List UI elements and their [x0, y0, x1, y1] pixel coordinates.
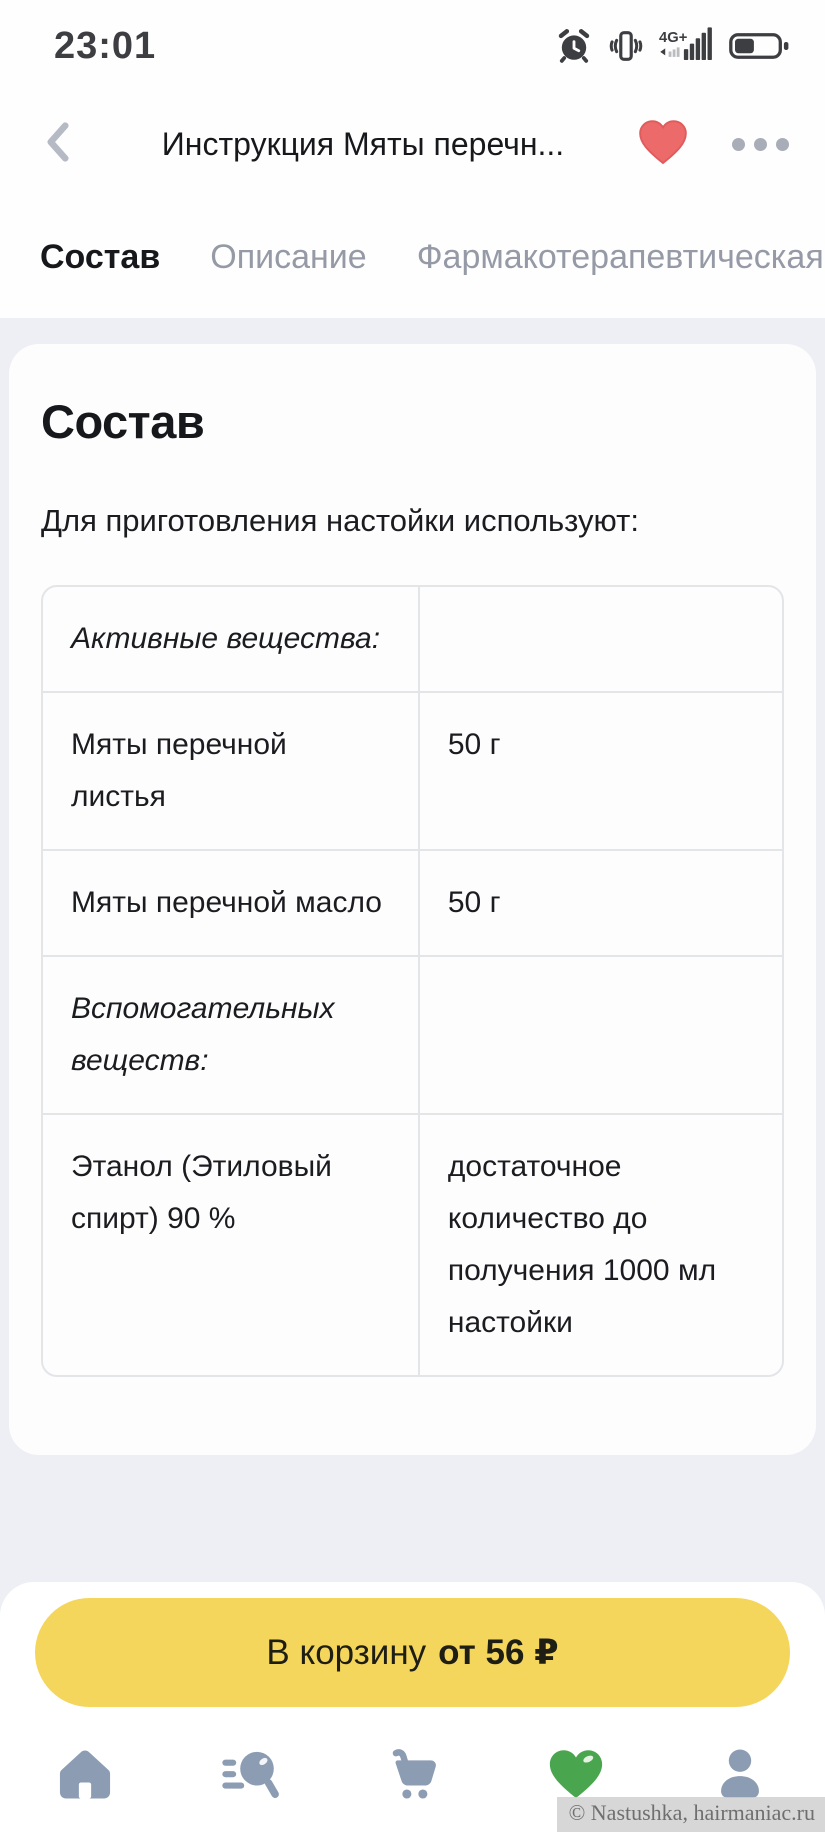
status-time: 23:01: [54, 24, 157, 67]
battery-icon: [729, 27, 789, 65]
watermark: © Nastushka, hairmaniac.ru: [556, 1797, 825, 1832]
svg-text:4G+: 4G+: [659, 30, 688, 46]
nav-profile[interactable]: [704, 1743, 776, 1809]
ingredient-name: Этанол (Этиловый спирт) 90 %: [43, 1113, 420, 1375]
table-row: Этанол (Этиловый спирт) 90 % достаточное…: [43, 1113, 782, 1375]
status-icons: 4G+: [555, 27, 789, 65]
favorite-heart-icon[interactable]: [634, 114, 692, 175]
tab-opisanie[interactable]: Описание: [210, 237, 367, 276]
status-bar: 23:01: [0, 0, 825, 92]
person-icon: [708, 1742, 772, 1811]
more-menu-icon[interactable]: [732, 137, 789, 151]
add-to-cart-button[interactable]: В корзину от 56 ₽: [35, 1598, 790, 1707]
ingredient-name: Активные вещества:: [43, 587, 420, 691]
alarm-icon: [555, 27, 593, 65]
search-icon: [217, 1742, 281, 1811]
ingredients-table: Активные вещества: Мяты перечной листья …: [41, 585, 784, 1377]
ingredient-value: [419, 955, 782, 1113]
table-row: Активные вещества:: [43, 587, 782, 691]
nav-cart[interactable]: [377, 1743, 449, 1809]
table-row: Вспомогательных веществ:: [43, 955, 782, 1113]
heart-icon: [544, 1742, 608, 1811]
table-row: Мяты перечной масло 50 г: [43, 849, 782, 955]
add-to-cart-label: В корзину: [266, 1632, 427, 1672]
tab-sostav[interactable]: Состав: [40, 237, 161, 276]
ingredient-value: [420, 587, 782, 691]
ingredient-value: 50 г: [419, 849, 782, 955]
nav-search[interactable]: [213, 1743, 285, 1809]
nav-favorites[interactable]: [540, 1743, 612, 1809]
home-icon: [53, 1742, 117, 1811]
header: Инструкция Мяты перечн...: [0, 92, 825, 196]
bottom-navigation: [35, 1743, 790, 1809]
back-chevron-icon: [40, 121, 76, 167]
header-actions: [634, 114, 789, 175]
ingredient-name: Вспомогательных веществ:: [43, 955, 420, 1113]
page-title: Инструкция Мяты перечн...: [161, 125, 565, 162]
top-app-chrome: 23:01: [0, 0, 825, 318]
ingredient-value: достаточное количество до получения 1000…: [419, 1113, 782, 1375]
table-row: Мяты перечной листья 50 г: [43, 691, 782, 849]
signal-icon: 4G+: [659, 27, 715, 65]
composition-card: Состав Для приготовления настойки исполь…: [9, 344, 816, 1455]
back-button[interactable]: [40, 121, 110, 167]
bottom-bar: В корзину от 56 ₽: [0, 1582, 825, 1832]
ingredient-name: Мяты перечной масло: [43, 849, 420, 955]
intro-text: Для приготовления настойки используют:: [41, 503, 639, 538]
tabs-bar: Состав Описание Фармакотерапевтическая г: [0, 196, 825, 318]
cart-icon: [381, 1742, 445, 1811]
tab-farmgroup[interactable]: Фармакотерапевтическая г: [416, 237, 825, 276]
ingredient-name: Мяты перечной листья: [43, 691, 420, 849]
price-from: от 56 ₽: [438, 1632, 559, 1672]
ingredient-value: 50 г: [419, 691, 782, 849]
section-title: Состав: [41, 395, 205, 448]
vibrate-icon: [607, 27, 645, 65]
nav-home[interactable]: [49, 1743, 121, 1809]
